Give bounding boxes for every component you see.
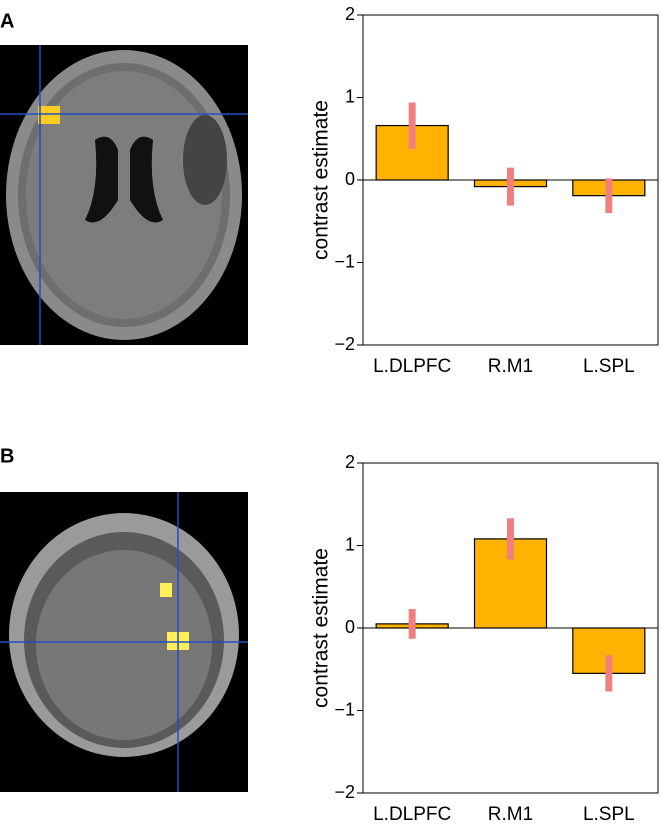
plot-frame bbox=[362, 14, 659, 346]
y-axis-label: contrast estimate bbox=[310, 548, 333, 708]
x-tick-label: L.SPL bbox=[583, 804, 635, 825]
y-tick-label: 2 bbox=[345, 452, 355, 472]
x-tick-label: R.M1 bbox=[488, 356, 533, 377]
y-tick-label: 1 bbox=[345, 86, 355, 106]
y-tick-label: 0 bbox=[345, 169, 355, 189]
y-tick-label: 1 bbox=[345, 534, 355, 554]
brain-image-b bbox=[0, 492, 248, 792]
y-axis-label: contrast estimate bbox=[310, 100, 333, 260]
y-tick-label: −1 bbox=[334, 699, 355, 719]
brain-image-a bbox=[0, 45, 248, 345]
x-tick-label: L.DLPFC bbox=[373, 804, 451, 825]
x-tick-label: R.M1 bbox=[488, 804, 533, 825]
y-tick-label: −2 bbox=[334, 782, 355, 802]
x-tick-label: L.DLPFC bbox=[373, 356, 451, 377]
panel-label: A bbox=[0, 10, 14, 32]
y-tick-label: 0 bbox=[345, 617, 355, 637]
y-tick-label: 2 bbox=[345, 4, 355, 24]
y-tick-label: −1 bbox=[334, 251, 355, 271]
panel-label: B bbox=[0, 445, 14, 467]
y-tick-label: −2 bbox=[334, 334, 355, 354]
x-tick-label: L.SPL bbox=[583, 356, 635, 377]
plot-frame bbox=[362, 462, 659, 794]
